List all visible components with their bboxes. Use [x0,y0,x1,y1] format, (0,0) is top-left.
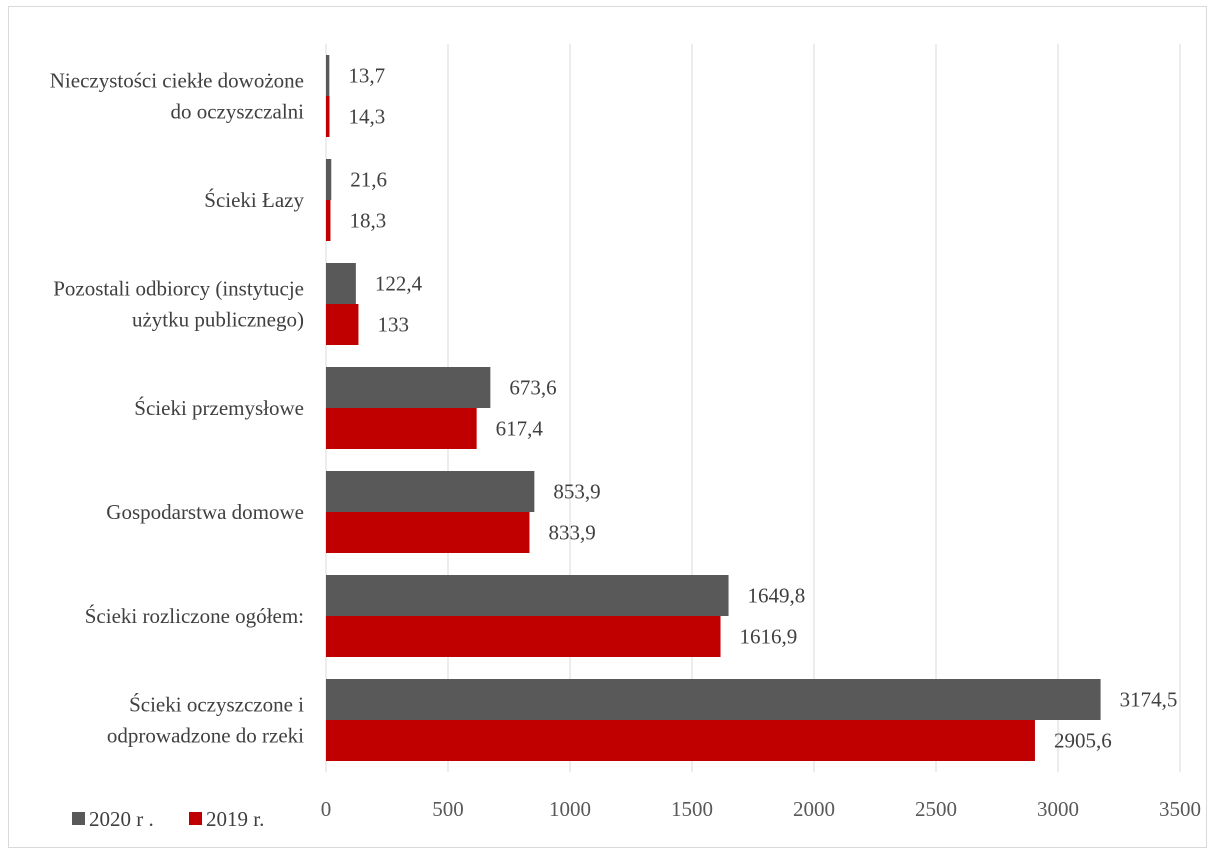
bar-2020 [326,679,1101,720]
category-label: Gospodarstwa domowe [106,500,304,524]
category-label: do oczyszczalni [170,100,304,124]
x-tick-label: 3000 [1037,797,1079,821]
category-label: Ścieki rozliczone ogółem: [85,604,304,628]
data-label: 673,6 [509,376,556,400]
data-label: 13,7 [348,64,385,88]
data-label: 833,9 [548,521,595,545]
x-tick-label: 0 [321,797,332,821]
category-label: odprowadzone do rzeki [107,724,304,748]
x-tick-label: 2500 [915,797,957,821]
bar-2019 [326,512,530,553]
bar-2019 [326,720,1035,761]
bar-2020 [326,575,729,616]
legend-label: 2019 r. [206,807,264,831]
data-label: 14,3 [348,105,385,129]
category-label: Ścieki oczyszczone i [129,693,304,717]
x-tick-label: 1500 [671,797,713,821]
category-label: Nieczystości ciekłe dowożone [50,69,304,93]
bar-2020 [326,471,535,512]
data-label: 18,3 [349,209,386,233]
category-label: Ścieki Łazy [204,188,304,212]
data-label: 3174,5 [1120,688,1178,712]
category-label: użytku publicznego) [132,308,304,332]
bar-2019 [326,616,721,657]
data-label: 853,9 [553,480,600,504]
legend-swatch-2019 [189,812,202,825]
bar-2020 [326,367,491,408]
bar-2019 [326,200,331,241]
data-label: 1616,9 [740,625,798,649]
bar-2020 [326,55,330,96]
category-label: Pozostali odbiorcy (instytucje [53,277,304,301]
data-label: 2905,6 [1054,729,1112,753]
x-tick-label: 3500 [1159,797,1201,821]
category-label: Ścieki przemysłowe [134,396,304,420]
bar-2020 [326,159,332,200]
data-label: 133 [377,313,409,337]
legend-label: 2020 r . [89,807,154,831]
x-tick-label: 2000 [793,797,835,821]
bar-2019 [326,96,330,137]
data-label: 122,4 [375,272,423,296]
data-label: 617,4 [496,417,544,441]
x-tick-label: 500 [432,797,464,821]
bar-2020 [326,263,356,304]
bar-2019 [326,408,477,449]
x-tick-label: 1000 [549,797,591,821]
bar-2019 [326,304,359,345]
data-label: 1649,8 [748,584,806,608]
legend-swatch-2020 [72,812,85,825]
data-label: 21,6 [350,168,387,192]
